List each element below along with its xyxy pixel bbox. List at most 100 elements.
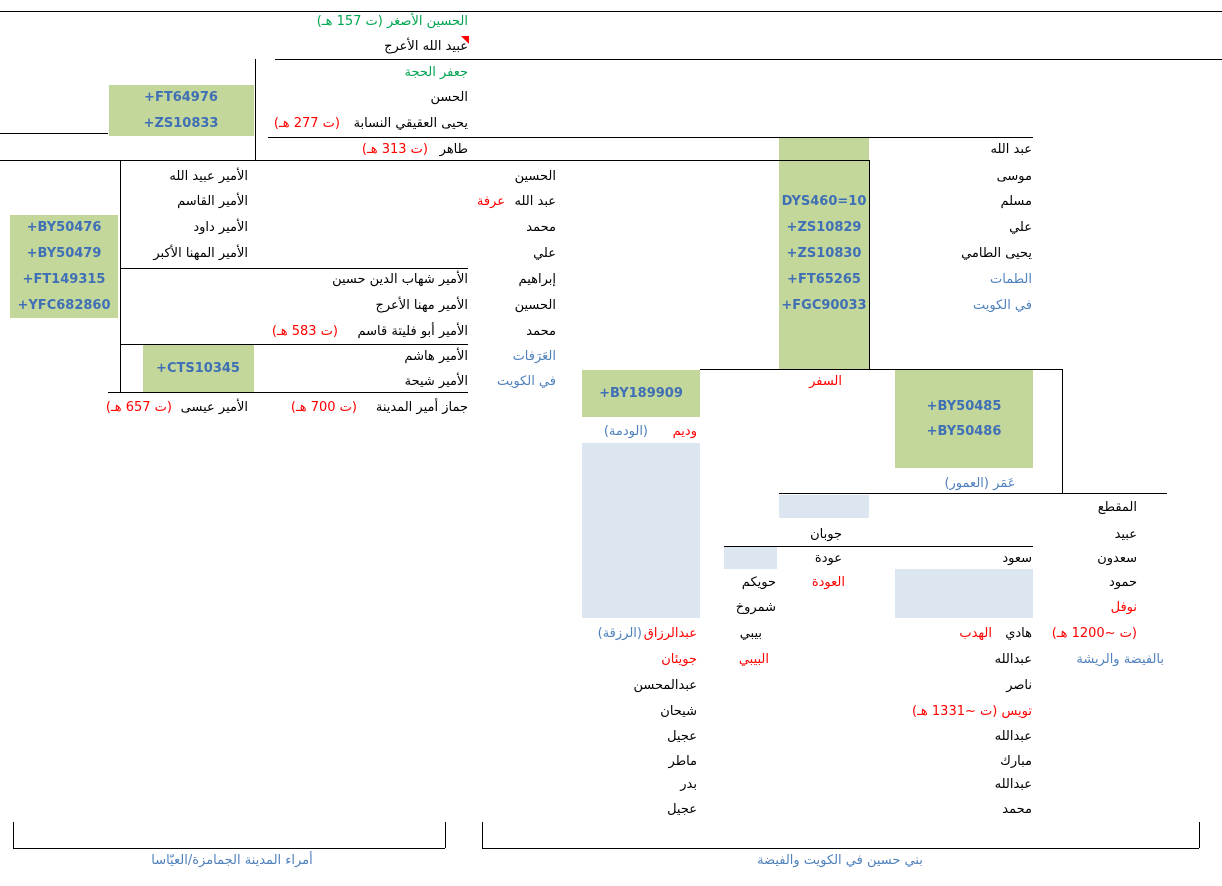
name: شيحان <box>660 704 697 719</box>
name: ناصر <box>1006 678 1032 693</box>
line <box>268 137 1033 138</box>
marker-cell <box>779 137 869 369</box>
name: موسى <box>996 169 1032 184</box>
name: مسلم <box>1000 194 1032 209</box>
bracket <box>445 822 446 848</box>
name: حمود <box>1108 575 1137 590</box>
comment-flag <box>461 36 469 44</box>
name: عبيد الله الأعرج <box>384 39 468 54</box>
marker: CTS10345+ <box>156 361 240 376</box>
name: بالفيضة والريشة <box>1076 652 1164 667</box>
line <box>120 344 468 345</box>
marker-cell <box>895 370 1033 468</box>
name: عبد الله <box>514 194 556 209</box>
name: جويئان <box>661 652 697 667</box>
marker-cell <box>10 215 118 318</box>
name: الأمير داود <box>193 220 248 235</box>
name: الأمير عبيد الله <box>169 169 248 184</box>
name: الأمير القاسم <box>177 194 248 209</box>
shade-cell <box>779 495 869 518</box>
marker-cell <box>582 370 700 417</box>
marker: YFC682860+ <box>17 298 111 313</box>
marker-cell <box>143 345 254 393</box>
name: الأمير هاشم <box>404 349 468 364</box>
marker: FT65265+ <box>787 272 861 287</box>
marker: ZS10830+ <box>786 246 862 261</box>
line <box>275 59 1222 60</box>
name: هادي <box>1005 626 1032 641</box>
name: الأمير المهنا الأكبر <box>153 246 248 261</box>
date: (ت 657 هـ) <box>105 400 172 415</box>
name: الأمير مهنا الأعرج <box>375 298 468 313</box>
shade-cell <box>724 546 777 569</box>
marker: ZS10829+ <box>786 220 862 235</box>
name: عجيل <box>667 802 697 817</box>
name: عبدالرزاق <box>643 626 697 641</box>
line <box>120 268 468 269</box>
bracket <box>482 848 1199 849</box>
line <box>120 160 121 393</box>
name: تويس (ت ~1331 هـ) <box>912 704 1032 719</box>
line <box>779 493 1167 494</box>
name: الأمير شهاب الدين حسين <box>332 272 468 287</box>
line <box>700 369 1062 370</box>
name: في الكويت <box>496 374 556 389</box>
date: (ت 277 هـ) <box>273 116 340 131</box>
date: (ت 583 هـ) <box>271 324 338 339</box>
line <box>724 546 1033 547</box>
name: العَرَفات <box>512 349 556 364</box>
bracket <box>13 848 445 849</box>
name: جماز أمير المدينة <box>375 400 468 415</box>
name: الأمير شيحة <box>404 374 468 389</box>
name: عَمَر (العمور) <box>944 476 1016 491</box>
bracket <box>13 822 14 848</box>
line <box>108 392 468 393</box>
marker-cell <box>109 85 254 136</box>
name: بيبي <box>739 626 762 641</box>
name: عودة <box>814 551 842 566</box>
name: السفر <box>809 374 842 389</box>
name: الحسين الأصغر (ت 157 هـ) <box>316 14 468 29</box>
name: وديم <box>672 424 697 439</box>
name: العودة <box>811 575 845 590</box>
name: الحسين <box>514 298 556 313</box>
name: محمد <box>526 220 556 235</box>
bracket <box>482 822 483 848</box>
name: بدر <box>680 777 697 792</box>
name: إبراهيم <box>518 272 556 287</box>
line <box>255 59 256 160</box>
name: عبدالمحسن <box>633 678 697 693</box>
line <box>1062 369 1063 493</box>
name: عرفة <box>476 194 505 209</box>
name: الهدب <box>959 626 992 641</box>
marker: DYS460=10 <box>781 194 867 209</box>
name: علي <box>533 246 556 261</box>
name: محمد <box>526 324 556 339</box>
marker: FGC90033+ <box>781 298 867 313</box>
line <box>0 133 108 134</box>
marker: FT149315+ <box>22 272 106 287</box>
name: جعفر الحجة <box>404 65 468 80</box>
name: عبدالله <box>994 729 1032 744</box>
name: عبيد <box>1114 527 1137 542</box>
name: الطمات <box>990 272 1032 287</box>
marker: BY50486+ <box>926 424 1002 439</box>
name: طاهر <box>439 142 468 157</box>
name: محمد <box>1002 802 1032 817</box>
shade-cell <box>895 569 1033 618</box>
name: سعود <box>1002 551 1032 566</box>
name: سعدون <box>1097 551 1137 566</box>
line <box>869 160 870 369</box>
name: يحيى العقيقي النسابة <box>353 116 468 131</box>
group-label: بني حسين في الكويت والفيضة <box>757 853 923 868</box>
name: شمروخ <box>735 600 776 615</box>
name: عبدالله <box>994 652 1032 667</box>
name: نوفل <box>1110 600 1137 615</box>
name: يحيى الطامي <box>961 246 1032 261</box>
name: عجيل <box>667 729 697 744</box>
name: (الرزقة) <box>597 626 642 641</box>
shade-cell <box>582 443 700 618</box>
name: ماطر <box>668 754 697 769</box>
name: عبدالله <box>994 777 1032 792</box>
date: (ت ~1200 هـ) <box>1051 626 1137 641</box>
